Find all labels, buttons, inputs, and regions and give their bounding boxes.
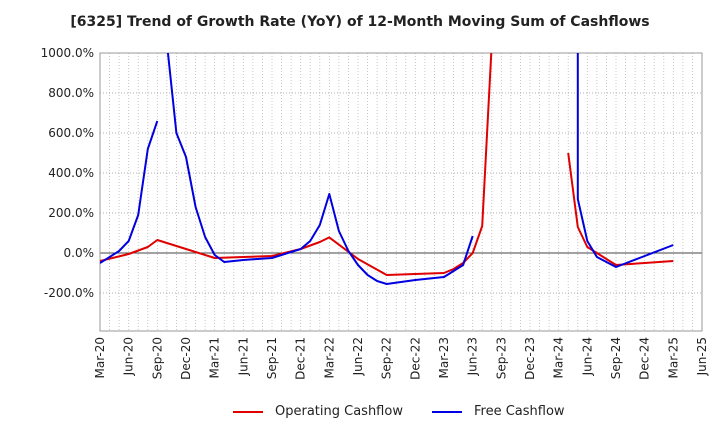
y-tick-label: 0.0% xyxy=(64,246,95,260)
y-tick-label: 600.0% xyxy=(48,126,94,140)
x-tick-label: Dec-24 xyxy=(638,337,652,380)
x-tick-label: Mar-21 xyxy=(208,337,222,378)
x-tick-label: Mar-22 xyxy=(322,337,336,378)
x-tick-label: Jun-21 xyxy=(236,337,250,376)
x-tick-label: Jun-24 xyxy=(580,337,594,376)
series-line-operating-cashflow xyxy=(567,152,674,266)
y-axis-tick-labels: 1000.0% 800.0% 600.0% 400.0% 200.0% 0.0% -200.… xyxy=(41,46,94,300)
x-tick-label: Sep-20 xyxy=(150,337,164,379)
x-tick-label: Mar-24 xyxy=(552,337,566,378)
legend-label-operating-cashflow: Operating Cashflow xyxy=(275,404,403,419)
y-tick-label: 400.0% xyxy=(48,166,94,180)
series-line-free-cashflow xyxy=(576,53,674,268)
x-tick-label: Mar-25 xyxy=(666,337,680,378)
x-tick-label: Jun-23 xyxy=(466,337,480,376)
x-tick-label: Jun-22 xyxy=(351,337,365,376)
x-axis-tick-labels: Mar-20 Jun-20 Sep-20 Dec-20 Mar-21 Jun-21 Sep-… xyxy=(93,337,709,380)
x-tick-label: Dec-20 xyxy=(179,337,193,380)
series-layer xyxy=(100,53,674,285)
legend-item-operating-cashflow: Operating Cashflow xyxy=(233,404,403,419)
y-tick-label: 1000.0% xyxy=(41,46,94,60)
legend-swatch-free-cashflow xyxy=(432,410,462,413)
legend-label-free-cashflow: Free Cashflow xyxy=(474,404,565,419)
series-line-operating-cashflow xyxy=(100,53,493,276)
grid-layer xyxy=(99,53,703,331)
x-tick-label: Sep-21 xyxy=(265,337,279,379)
x-tick-label: Sep-22 xyxy=(380,337,394,379)
chart-title: [6325] Trend of Growth Rate (YoY) of 12-… xyxy=(70,14,650,30)
x-tick-label: Jun-20 xyxy=(122,337,136,376)
x-tick-label: Sep-23 xyxy=(494,337,508,379)
x-tick-label: Mar-23 xyxy=(437,337,451,378)
series-line-free-cashflow xyxy=(166,53,474,285)
legend-item-free-cashflow: Free Cashflow xyxy=(432,404,565,419)
x-tick-label: Dec-23 xyxy=(523,337,537,380)
legend: Operating Cashflow Free Cashflow xyxy=(0,404,720,426)
y-tick-label: 200.0% xyxy=(48,206,94,220)
y-tick-label: 800.0% xyxy=(48,86,94,100)
x-tick-label: Dec-22 xyxy=(408,337,422,380)
plot-frame xyxy=(99,52,703,332)
legend-swatch-operating-cashflow xyxy=(233,410,263,413)
x-tick-label: Sep-24 xyxy=(609,337,623,379)
x-tick-label: Dec-21 xyxy=(294,337,308,380)
series-line-free-cashflow xyxy=(100,120,159,264)
x-tick-label: Mar-20 xyxy=(93,337,107,378)
y-tick-label: -200.0% xyxy=(44,286,94,300)
x-tick-label: Jun-25 xyxy=(695,337,709,376)
